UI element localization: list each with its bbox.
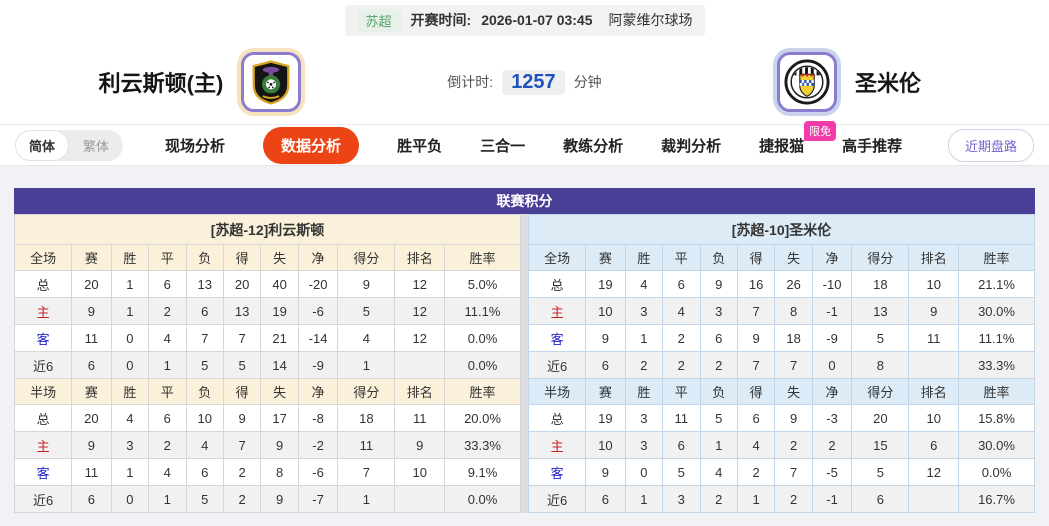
team-table-header: [苏超-10]圣米伦	[528, 214, 1035, 245]
table-row: 总 20 1 6 13 20 40 -20 9 12 5.0%	[13, 270, 521, 298]
top-strip-row: 苏超 开赛时间: 2026-01-07 03:45 阿蒙维尔球场	[0, 0, 1049, 40]
nav-item[interactable]: 裁判分析	[661, 137, 722, 155]
table-row: 主 9 1 2 6 13 19 -6 5 12 11.1%	[13, 297, 521, 325]
column-header-row: 全场赛胜平负得失净得分 排名 胜率	[527, 244, 1035, 271]
table-row: 客 11 0 4 7 7 21 -14 4 12 0.0%	[13, 324, 521, 352]
home-crest-icon	[252, 59, 290, 105]
lang-toggle[interactable]: 简体 繁体	[15, 129, 124, 161]
table-row: 总 20 4 6 10 9 17 -8 18 11 20.0%	[13, 404, 521, 432]
home-team-logo	[241, 52, 302, 112]
table-row: 客 11 1 4 6 2 8 -6 7 10 9.1%	[13, 458, 521, 486]
table-row: 主 10 3 4 3 7 8 -1 13 9 30.0%	[527, 297, 1035, 325]
match-header: 利云斯顿(主) 倒计时: 1257 分钟	[0, 40, 1049, 124]
kickoff-time: 2026-01-07 03:45	[481, 12, 593, 28]
table-row: 近6 6 2 2 2 7 7 0 8 33.3%	[527, 351, 1035, 379]
countdown-label: 倒计时:	[447, 74, 494, 90]
league-table-right: [苏超-10]圣米伦 全场赛胜平负得失净得分 排名 胜率总 19 4 6 9 16 26 -10 18…	[527, 214, 1035, 513]
away-stats-panel: [苏超-10]圣米伦 全场赛胜平负得失净得分 排名 胜率总 19 4 6 9 16 26 -10 18…	[527, 214, 1035, 513]
content-section: 联赛积分 [苏超-12]利云斯顿 全场赛胜平负得失净得分 排名 胜率总 20 1 6 13 20…	[0, 166, 1049, 526]
away-crest-icon	[784, 59, 830, 105]
table-row: 客 9 0 5 4 2 7 -5 5 12 0.0%	[527, 458, 1035, 486]
nav-item[interactable]: 捷报猫 限免	[759, 120, 837, 156]
league-table-left: [苏超-12]利云斯顿 全场赛胜平负得失净得分 排名 胜率总 20 1 6 13 20 40 -20…	[13, 214, 521, 513]
match-info-bar: 苏超 开赛时间: 2026-01-07 03:45 阿蒙维尔球场	[344, 4, 705, 36]
home-stats-panel: [苏超-12]利云斯顿 全场赛胜平负得失净得分 排名 胜率总 20 1 6 13 20 40 -20…	[13, 214, 521, 513]
recent-trend-button[interactable]: 近期盘路	[947, 128, 1034, 162]
table-row: 主 10 3 6 1 4 2 2 15 6 30.0%	[527, 431, 1035, 459]
lang-simplified[interactable]: 简体	[15, 129, 70, 161]
lang-traditional[interactable]: 繁体	[83, 138, 110, 154]
league-table-title: 联赛积分	[14, 188, 1035, 214]
nav-item[interactable]: 数据分析	[263, 126, 360, 164]
limited-free-badge: 限免	[804, 120, 837, 141]
table-divider	[521, 214, 528, 513]
nav-bar: 简体 繁体 现场分析 数据分析 胜平负 三合一 教练分析 裁判分析 捷报猫 限免 高手推荐 近期…	[0, 120, 1049, 166]
table-row: 总 19 3 11 5 6 9 -3 20 10 15.8%	[527, 404, 1035, 432]
home-team-name: 利云斯顿(主)	[98, 71, 224, 96]
countdown-unit: 分钟	[573, 74, 602, 90]
countdown-value: 1257	[502, 69, 565, 95]
column-header-row: 半场赛胜平负得失净得分 排名 胜率	[13, 378, 521, 405]
league-points-panel: 联赛积分 [苏超-12]利云斯顿 全场赛胜平负得失净得分 排名 胜率总 20 1 6 13 20…	[13, 188, 1035, 513]
away-team-logo	[776, 52, 837, 112]
league-table-body: [苏超-12]利云斯顿 全场赛胜平负得失净得分 排名 胜率总 20 1 6 13 20 40 -20…	[13, 214, 1035, 513]
table-row: 总 19 4 6 9 16 26 -10 18 10 21.1%	[527, 270, 1035, 298]
nav-item[interactable]: 三合一	[480, 137, 526, 155]
nav-items: 现场分析 数据分析 胜平负 三合一 教练分析 裁判分析 捷报猫 限免 高手推荐	[165, 120, 903, 164]
nav-item[interactable]: 胜平负	[397, 137, 443, 155]
away-team-name: 圣米伦	[854, 71, 921, 96]
nav-item[interactable]: 现场分析	[165, 137, 226, 155]
team-table-header: [苏超-12]利云斯顿	[14, 214, 521, 245]
nav-item[interactable]: 教练分析	[563, 137, 624, 155]
away-team-block: 圣米伦	[649, 52, 1049, 112]
home-team-block: 利云斯顿(主)	[0, 52, 400, 112]
league-badge[interactable]: 苏超	[356, 8, 401, 32]
table-row: 近6 6 0 1 5 5 14 -9 1 0.0%	[13, 351, 521, 379]
table-row: 近6 6 1 3 2 1 2 -1 6 16.7%	[527, 485, 1035, 513]
table-row: 客 9 1 2 6 9 18 -9 5 11 11.1%	[527, 324, 1035, 352]
nav-item[interactable]: 高手推荐	[842, 137, 903, 155]
table-row: 近6 6 0 1 5 2 9 -7 1 0.0%	[13, 485, 521, 513]
kickoff-label: 开赛时间:	[410, 12, 472, 28]
table-row: 主 9 3 2 4 7 9 -2 11 9 33.3%	[13, 431, 521, 459]
column-header-row: 半场赛胜平负得失净得分 排名 胜率	[527, 378, 1035, 405]
column-header-row: 全场赛胜平负得失净得分 排名 胜率	[13, 244, 521, 271]
venue-name: 阿蒙维尔球场	[608, 12, 693, 28]
countdown-block: 倒计时: 1257 分钟	[400, 69, 649, 95]
